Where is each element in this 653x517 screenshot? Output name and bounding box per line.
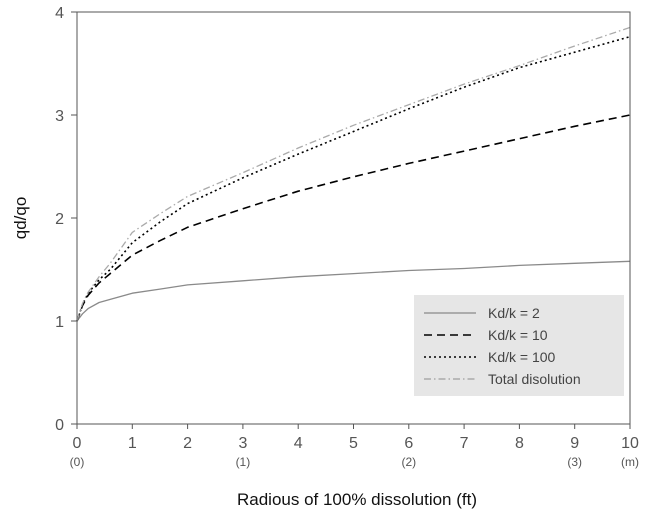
- x-tick-label: 3: [238, 435, 247, 452]
- y-tick-label: 1: [55, 314, 64, 331]
- legend-entries: Kd/k = 2 Kd/k = 10 Kd/k = 100 Total disolut…: [424, 305, 581, 387]
- x-axis-title: Radious of 100% dissolution (ft): [237, 490, 477, 509]
- x-secondary-tick-label: (3): [567, 455, 582, 469]
- x-tick-label: 2: [183, 435, 192, 452]
- series-line-1: [76, 260, 631, 322]
- legend: Kd/k = 2 Kd/k = 10 Kd/k = 100 Total disolut…: [414, 295, 624, 396]
- y-axis-title: qd/qo: [11, 197, 30, 240]
- legend-label-2: Kd/k = 10: [488, 327, 548, 343]
- y-tick-label: 3: [55, 108, 64, 125]
- x-secondary-tick-label: (1): [236, 455, 251, 469]
- y-tick-label: 2: [55, 211, 64, 228]
- axis-ticks: 0 1 2 3 4 0 1 2 3 4 5 6 7 8 9 10 (0) (1) (2) (3) (m): [55, 5, 639, 469]
- x-tick-label: 9: [570, 435, 579, 452]
- series-layer: [76, 26, 631, 322]
- x-tick-label: 7: [460, 435, 469, 452]
- y-tick-label: 0: [55, 417, 64, 434]
- legend-label-1: Kd/k = 2: [488, 305, 540, 321]
- x-tick-label: 5: [349, 435, 358, 452]
- x-secondary-tick-label: (0): [70, 455, 85, 469]
- x-tick-label: 10: [621, 435, 639, 452]
- series-line-3: [76, 35, 631, 322]
- x-secondary-tick-label: (m): [621, 455, 639, 469]
- legend-label-4: Total disolution: [488, 371, 581, 387]
- x-secondary-tick-label: (2): [401, 455, 416, 469]
- series-line-4: [76, 26, 631, 322]
- series-line-2: [76, 114, 631, 322]
- x-tick-label: 0: [73, 435, 82, 452]
- x-tick-label: 4: [294, 435, 303, 452]
- y-axis-title-group: qd/qo: [11, 197, 30, 240]
- x-tick-label: 8: [515, 435, 524, 452]
- y-tick-label: 4: [55, 5, 64, 22]
- x-tick-label: 6: [404, 435, 413, 452]
- legend-label-3: Kd/k = 100: [488, 349, 556, 365]
- plot-frame: [76, 11, 631, 425]
- x-tick-label: 1: [128, 435, 137, 452]
